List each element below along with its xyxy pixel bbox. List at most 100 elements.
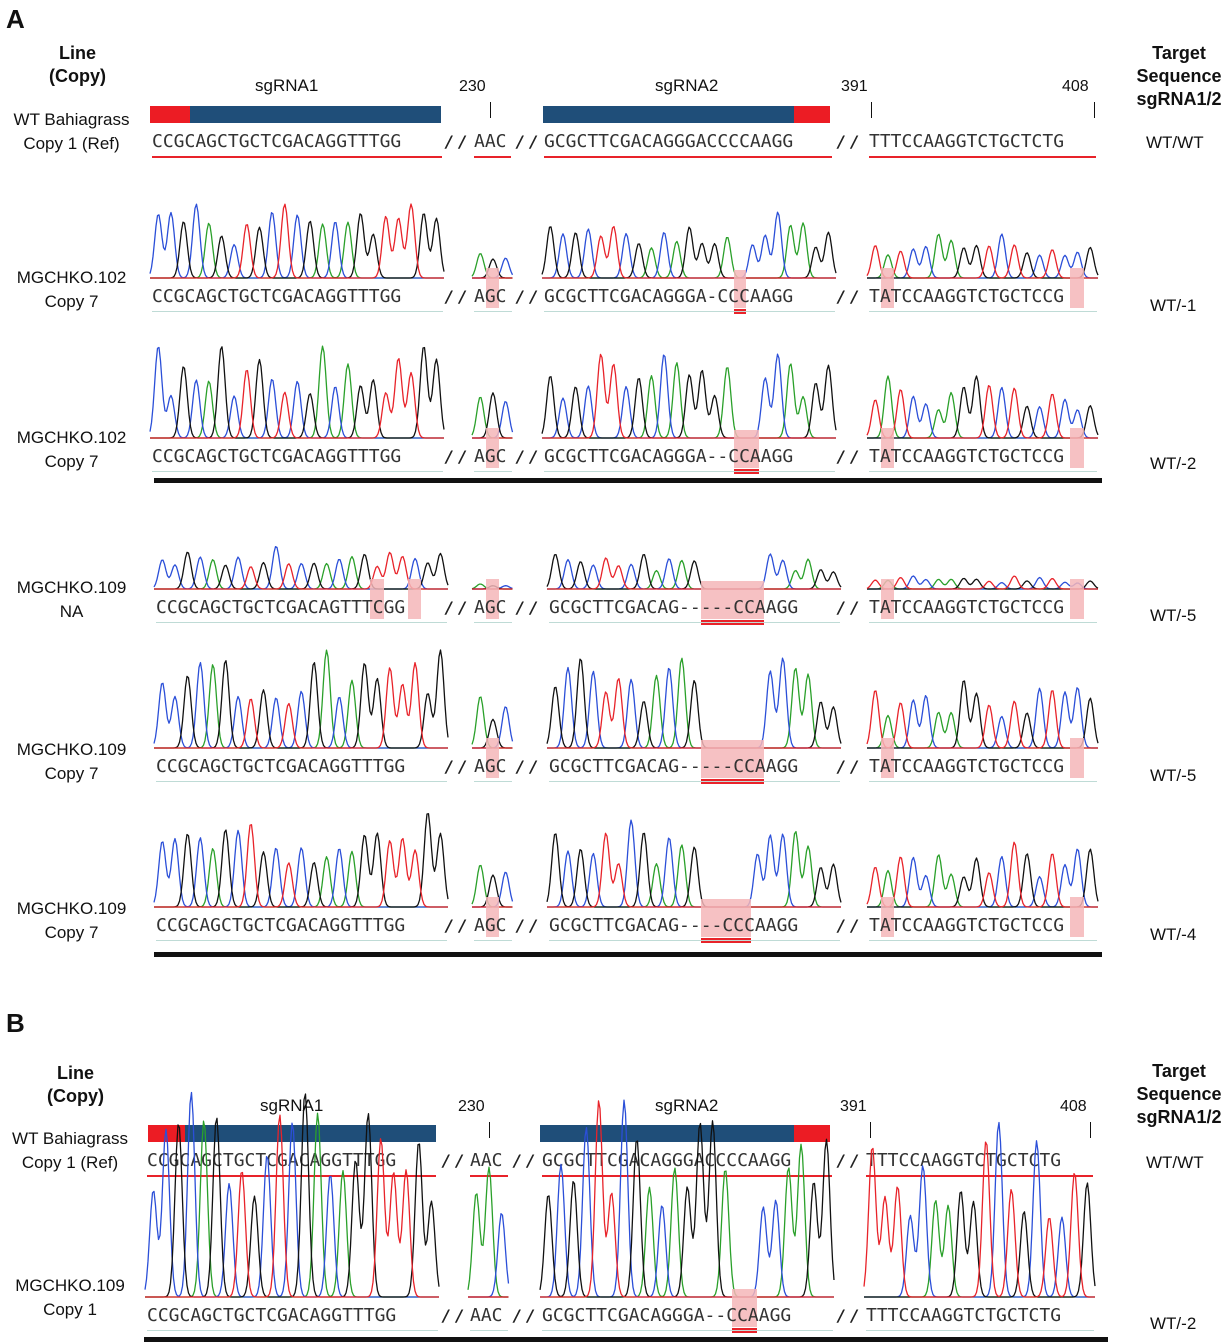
panel-b-ref-seq-mid: AAC <box>470 1150 503 1171</box>
panel-a-row2-sep-1: / / <box>446 447 467 466</box>
panel-a-row4-chromatogram-1-trace-T <box>154 661 448 749</box>
panel-a-row1-chromatogram-1-trace-A <box>150 221 444 279</box>
panel-a-row1-sep-3: / / <box>838 287 859 306</box>
panel-a-row3-chromatogram-4-trace-T <box>866 575 1098 590</box>
panel-a-row1-chromatogram-1 <box>149 203 445 279</box>
panel-a-row3-seq-sgrna2-baseline <box>549 622 840 623</box>
panel-b-ref-ul-2 <box>470 1175 508 1177</box>
panel-a-row1-sep-1: / / <box>446 287 467 306</box>
panel-b-row1-chromatogram-4 <box>863 1121 1096 1298</box>
panel-b-pos-391: 391 <box>840 1098 867 1115</box>
panel-a-row2-chromatogram-4-trace-C <box>867 386 1098 439</box>
panel-a-row1-seq-end-mismatch-1 <box>880 268 895 308</box>
panel-a-row3-seq-end-mismatch-1 <box>880 579 895 619</box>
panel-a-ref-ul-4 <box>869 156 1096 158</box>
panel-a-row1-seq-end-baseline <box>869 311 1097 312</box>
panel-a-row5-chromatogram-1-trace-T <box>154 824 448 908</box>
panel-a-row5-chromatogram-3-trace-G <box>546 832 842 908</box>
panel-a-row3-chromatogram-1-trace-T <box>154 551 448 590</box>
panel-b-row1-chromatogram-3-trace-T <box>540 1100 834 1298</box>
panel-a-row1-copy: Copy 7 <box>44 292 99 311</box>
panel-b-row1-chromatogram-4-trace-T <box>863 1141 1095 1298</box>
panel-a-row4-seq-mid-mismatch-1 <box>485 738 500 778</box>
panel-a-pos-408: 408 <box>1062 78 1089 95</box>
panel-a-row3-seq-end-mismatch-16 <box>1070 579 1084 619</box>
panel-a-row3-sep-2: / / <box>517 598 538 617</box>
panel-a-row5-seq-sgrna2-deletion-box <box>700 899 752 937</box>
panel-b-ref-sep-3: / / <box>838 1151 859 1170</box>
panel-a-row5-sep-1: / / <box>446 916 467 935</box>
panel-a-row1-seq-sgrna2-deletion-box <box>733 270 747 308</box>
panel-b-tick-408 <box>1090 1122 1091 1138</box>
panel-b-right-header: Target Sequence sgRNA1/2 <box>1136 1061 1222 1127</box>
panel-b-row1-seq-end: TTTCCAAGGTCTGCTCTG <box>866 1305 1062 1326</box>
panel-a-row3-seq-sgrna1-mismatch-17 <box>369 579 384 619</box>
panel-a-row4-chromatogram-3-trace-T <box>547 678 841 749</box>
panel-b-row1-seq-sgrna1-baseline <box>147 1330 438 1331</box>
panel-a-row3-copy: NA <box>59 602 84 621</box>
panel-b-sgrna2-label: sgRNA2 <box>655 1096 719 1115</box>
panel-a-ref-ul-1 <box>152 156 442 158</box>
panel-a-row3-chromatogram-3-trace-T <box>547 557 841 590</box>
panel-a-row1-seq-end-mismatch-16 <box>1070 268 1084 308</box>
panel-b-row1-chromatogram-4-trace-C <box>864 1121 1095 1298</box>
panel-b-row1-chromatogram-3 <box>539 1099 835 1298</box>
panel-a-row2-seq-end-mismatch-1 <box>880 428 895 468</box>
panel-a-row2-seq-sgrna1-baseline <box>152 471 443 472</box>
panel-a-row3-chromatogram-4 <box>866 575 1099 590</box>
panel-a-row2-chromatogram-1-trace-T <box>150 358 444 439</box>
panel-a-row1-seq-mid-baseline <box>474 311 512 312</box>
panel-a-ref-seq-sgrna1: CCGCAGCTGCTCGACAGGTTTGG <box>152 131 402 152</box>
panel-a-ref-seq-sgrna2: GCGCTTCGACAGGGACCCCAAGG <box>544 131 794 152</box>
panel-a-row1-seq-mid-mismatch-1 <box>485 268 500 308</box>
panel-b-row1-seq-sgrna2: GCGCTTCGACAGGGA--CCAAGG <box>542 1305 792 1326</box>
panel-a-row5-sep-2: / / <box>517 916 538 935</box>
panel-a-row1-chromatogram-3-trace-C <box>542 211 836 279</box>
panel-a-row2-seq-mid-mismatch-1 <box>485 428 500 468</box>
panel-a-pos-230: 230 <box>459 78 486 95</box>
panel-a-row1-line: MGCHKO.102 <box>16 268 127 287</box>
panel-b-sgrna2-bar <box>540 1125 794 1142</box>
panel-a-row1-chromatogram-3-trace-A <box>542 222 836 279</box>
panel-b-group-divider <box>144 1337 1108 1342</box>
panel-a-row1-seq-sgrna2-baseline <box>544 311 835 312</box>
panel-a-row5-chromatogram-1 <box>153 813 449 908</box>
panel-b-ref-seq-sgrna2: GCGCTTCGACAGGGACCCCAAGG <box>542 1150 792 1171</box>
panel-a-row1-chromatogram-3 <box>541 211 837 279</box>
panel-b-sgrna1-bar <box>185 1125 436 1142</box>
panel-a-sgrna1-bar <box>190 106 441 123</box>
panel-a-row4-seq-sgrna1: CCGCAGCTGCTCGACAGGTTTGG <box>156 756 406 777</box>
panel-a-row4-chromatogram-1-trace-G <box>154 649 449 749</box>
panel-a-group1-divider <box>154 478 1102 483</box>
panel-b-row1-chromatogram-4-trace-G <box>864 1182 1096 1298</box>
panel-a-row4-seq-end-mismatch-1 <box>880 738 895 778</box>
panel-b-row1-chromatogram-3-trace-C <box>540 1099 834 1298</box>
panel-a-row2-chromatogram-4 <box>866 375 1099 439</box>
panel-b-row1-seq-mid: AAC <box>470 1305 503 1326</box>
panel-a-row2-chromatogram-3-trace-G <box>541 364 837 439</box>
panel-a-row3-seq-mid-mismatch-1 <box>485 579 500 619</box>
panel-a-row2-copy: Copy 7 <box>44 452 99 471</box>
panel-a-row1-sep-2: / / <box>517 287 538 306</box>
panel-a-row5-seq-sgrna2-baseline <box>549 940 840 941</box>
panel-a-row3-sep-3: / / <box>838 598 859 617</box>
panel-b-row1-seq-sgrna2-baseline <box>542 1330 833 1331</box>
panel-b-pos-230: 230 <box>458 1098 485 1115</box>
panel-a-sgrna1-label: sgRNA1 <box>255 76 319 95</box>
panel-b-ref-ul-1 <box>147 1175 436 1177</box>
panel-a-row4-chromatogram-3 <box>546 657 842 749</box>
panel-a-row4-seq-end-baseline <box>869 781 1097 782</box>
panel-a-row3-result: WT/-5 <box>1150 606 1197 625</box>
panel-b-row1-chromatogram-4-trace-A <box>864 1200 1095 1298</box>
panel-b-ref-line: WT Bahiagrass <box>12 1129 128 1148</box>
panel-b-row1-sep-3: / / <box>838 1306 859 1325</box>
panel-a-row2-seq-end-baseline <box>869 471 1097 472</box>
panel-a-row5-line: MGCHKO.109 <box>16 899 127 918</box>
panel-a-tick-230 <box>490 102 491 118</box>
panel-a-label: A <box>6 4 25 34</box>
panel-a-row1-chromatogram-4-trace-T <box>866 244 1098 279</box>
panel-a-row4-seq-end-mismatch-16 <box>1070 738 1084 778</box>
panel-a-ref-result: WT/WT <box>1146 133 1204 152</box>
panel-a-row4-chromatogram-1 <box>153 649 449 749</box>
panel-a-row4-seq-sgrna2: GCGCTTCGACAG-----CCAAGG <box>549 756 799 777</box>
